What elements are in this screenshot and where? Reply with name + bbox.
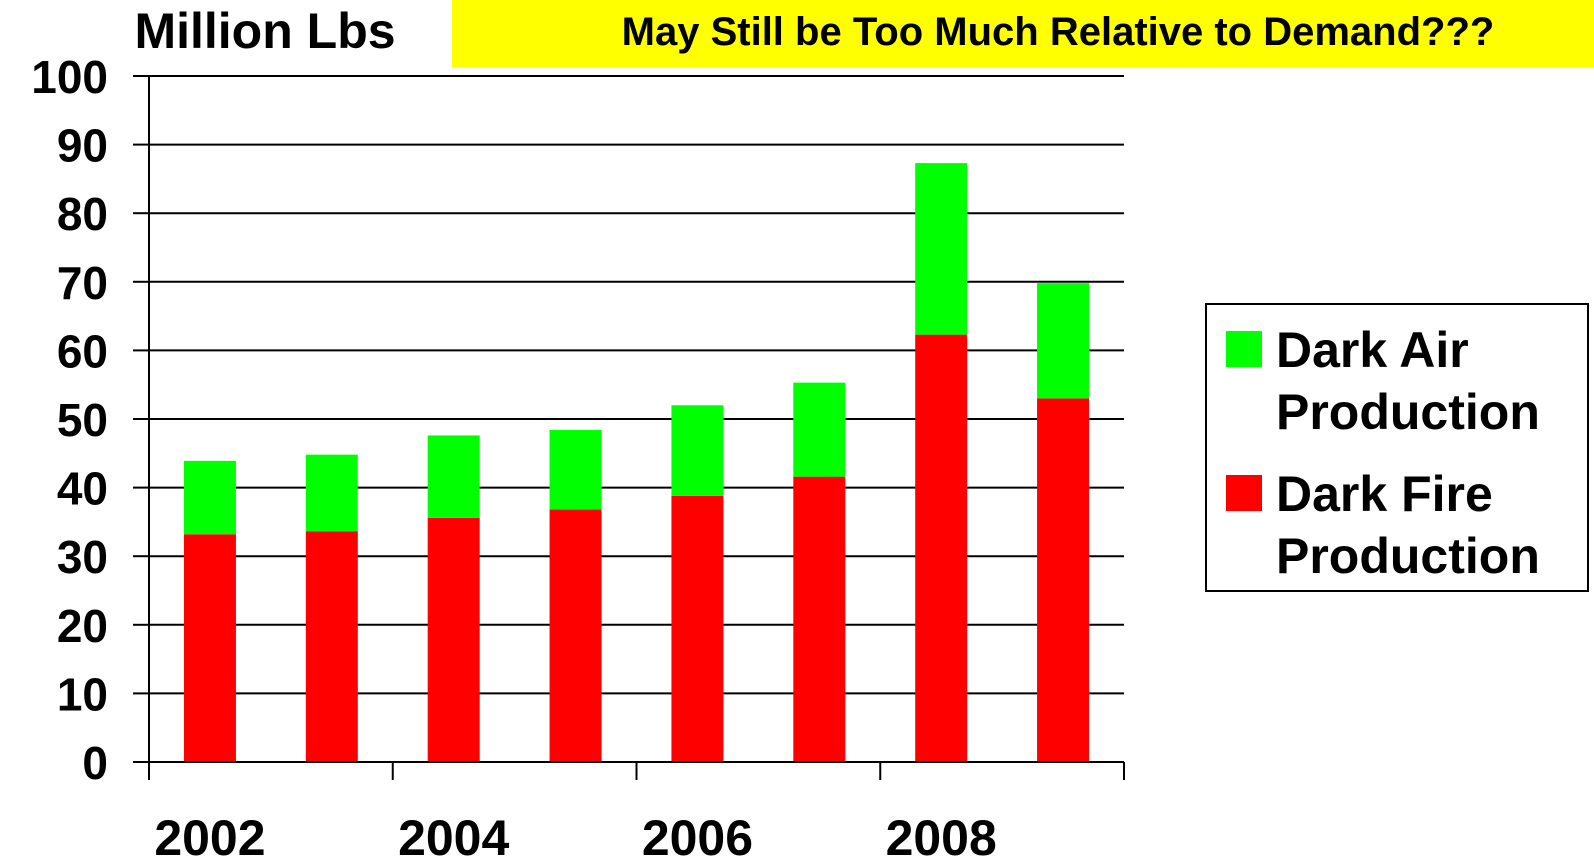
- y-tick-label: 20: [57, 600, 108, 652]
- y-tick-label: 100: [31, 51, 108, 103]
- y-tick-label: 70: [57, 257, 108, 309]
- bar-dark-air-production-2002: [183, 460, 236, 535]
- y-tick-label: 90: [57, 120, 108, 172]
- y-axis-ticks: 0 10 20 30 40 50 60 70 80 90 100: [31, 51, 149, 789]
- bar-dark-air-production-2005: [549, 429, 602, 510]
- y-tick-label: 0: [82, 737, 108, 789]
- y-tick-label: 10: [57, 668, 108, 720]
- bars: [183, 163, 1090, 762]
- legend: Dark Air Production Dark Fire Production: [1205, 303, 1589, 592]
- bar-dark-fire-production-2004: [427, 517, 480, 762]
- gridlines: [149, 75, 1124, 695]
- bar-dark-air-production-2003: [305, 454, 358, 532]
- bar-dark-fire-production-2003: [305, 531, 358, 762]
- bar-dark-fire-production-2002: [183, 534, 236, 762]
- bar-dark-air-production-2009: [1037, 283, 1090, 399]
- bar-dark-fire-production-2007: [793, 476, 846, 762]
- x-tick-label: 2006: [642, 810, 753, 866]
- bar-dark-air-production-2006: [671, 405, 724, 496]
- bar-dark-fire-production-2006: [671, 495, 724, 762]
- bar-dark-fire-production-2005: [549, 509, 602, 762]
- legend-label-dark-fire-line2: Production: [1276, 528, 1540, 584]
- legend-box: [1205, 303, 1589, 592]
- bar-dark-air-production-2007: [793, 382, 846, 477]
- title-banner: [452, 0, 1594, 67]
- legend-label-dark-fire-line1: Dark Fire: [1276, 466, 1493, 522]
- legend-label-dark-air-line2: Production: [1276, 384, 1540, 440]
- y-tick-label: 60: [57, 325, 108, 377]
- chart-title: May Still be Too Much Relative to Demand…: [622, 10, 1495, 54]
- legend-swatch-dark-fire: [1226, 475, 1262, 511]
- y-tick-label: 50: [57, 394, 108, 446]
- x-axis-ticks: 2002 2004 2006 2008: [148, 762, 1125, 866]
- x-tick-label: 2004: [398, 810, 509, 866]
- y-axis-label: Million Lbs: [134, 3, 395, 59]
- x-tick-label: 2008: [886, 810, 997, 866]
- legend-swatch-dark-air: [1226, 331, 1262, 367]
- bar-dark-air-production-2008: [915, 163, 968, 335]
- bar-dark-fire-production-2009: [1037, 398, 1090, 762]
- x-tick-label: 2002: [154, 810, 265, 866]
- y-tick-label: 80: [57, 188, 108, 240]
- bar-dark-fire-production-2008: [915, 334, 968, 762]
- y-tick-label: 30: [57, 531, 108, 583]
- y-tick-label: 40: [57, 463, 108, 515]
- bar-dark-air-production-2004: [427, 435, 480, 518]
- legend-label-dark-air-line1: Dark Air: [1276, 322, 1469, 378]
